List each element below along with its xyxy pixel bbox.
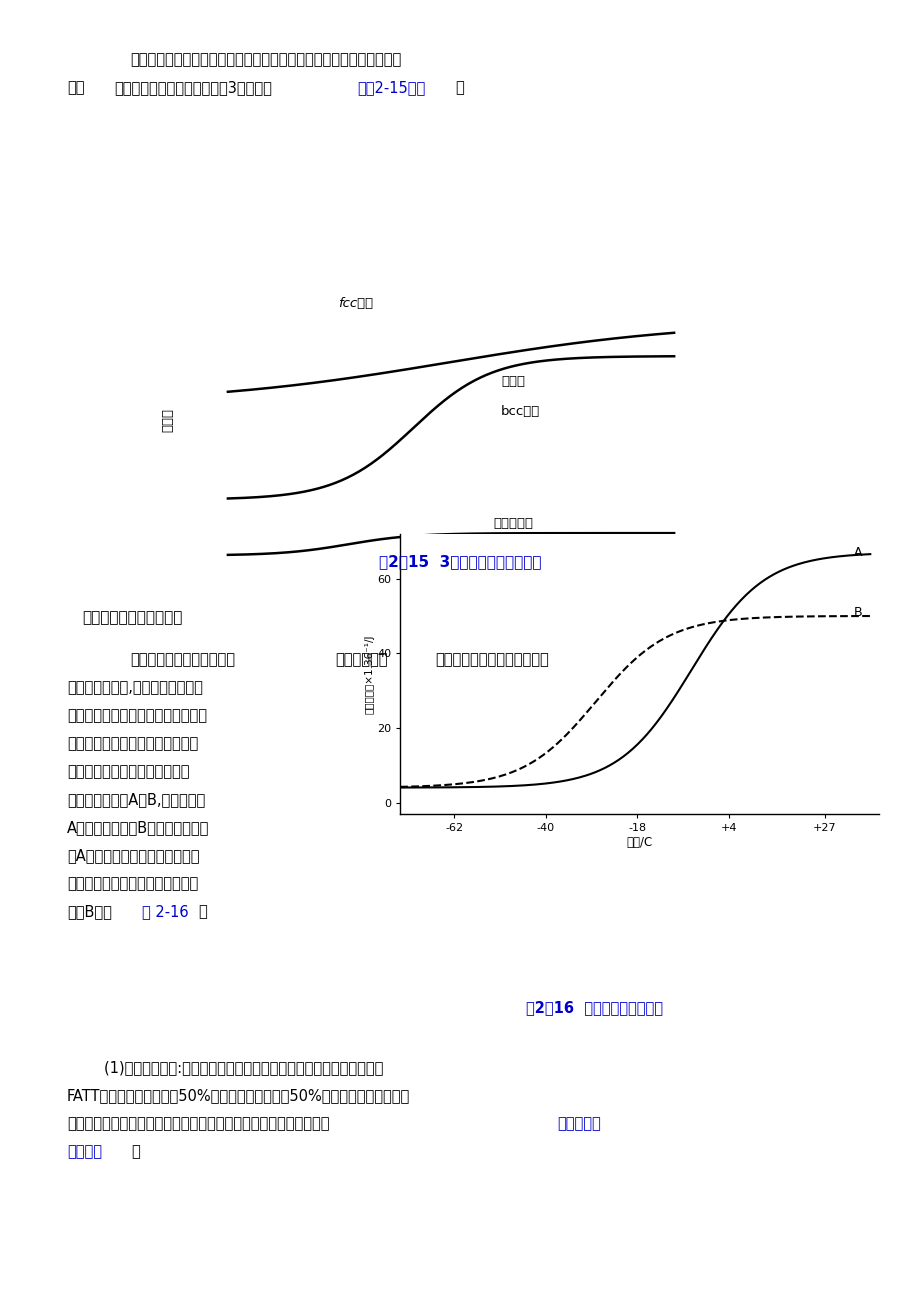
Text: 温度: 温度 xyxy=(440,602,456,615)
Text: 标准的。和静拉伸断口一样，冲击试样断口一般也存在三个区域，见: 标准的。和静拉伸断口一样，冲击试样断口一般也存在三个区域，见 xyxy=(67,1116,329,1131)
Text: 性破坏。在冷脆转化温度的确定标准: 性破坏。在冷脆转化温度的确定标准 xyxy=(67,708,207,723)
Text: 高强度材料: 高强度材料 xyxy=(494,517,533,530)
Text: (1)断口形貌特征:在这种类型时，使用得最多的称为断口形貌转化温度: (1)断口形貌特征:在这种类型时，使用得最多的称为断口形貌转化温度 xyxy=(67,1060,383,1075)
Text: 冲击值: 冲击值 xyxy=(161,408,174,432)
Text: 如，有两种材料A和B,在室温以上: 如，有两种材料A和B,在室温以上 xyxy=(67,792,205,807)
Text: 时A的冲击韧性就急剧下降了，如: 时A的冲击韧性就急剧下降了，如 xyxy=(67,848,199,863)
Text: 还处于弹性范围,材料就不会发生脆: 还处于弹性范围,材料就不会发生脆 xyxy=(67,680,203,695)
Text: 工程上希望确定一个材料的: 工程上希望确定一个材料的 xyxy=(130,652,234,667)
Text: 口形貌图: 口形貌图 xyxy=(67,1144,102,1159)
Text: 如图2-15所示: 如图2-15所示 xyxy=(357,79,425,95)
Text: 低强度: 低强度 xyxy=(501,375,525,388)
Text: 转化温度的高低来选择材料。例: 转化温度的高低来选择材料。例 xyxy=(67,764,189,779)
Text: bcc材料: bcc材料 xyxy=(501,405,539,418)
Text: 。: 。 xyxy=(130,1144,140,1159)
Text: fcc材料: fcc材料 xyxy=(338,297,373,310)
Text: 。: 。 xyxy=(455,79,463,95)
Text: 三．冷脆转化温度的评定: 三．冷脆转化温度的评定 xyxy=(82,611,182,625)
Text: 冲击试样断: 冲击试样断 xyxy=(556,1116,600,1131)
Text: 图2－15  3类不同冷脆倾向的材料: 图2－15 3类不同冷脆倾向的材料 xyxy=(379,553,540,569)
Y-axis label: 吸收的能量×1.36⁻¹/J: 吸收的能量×1.36⁻¹/J xyxy=(364,634,374,713)
Text: 材料B，见: 材料B，见 xyxy=(67,904,112,919)
Text: A: A xyxy=(853,546,861,559)
Text: 图 2-16: 图 2-16 xyxy=(142,904,188,919)
X-axis label: 温度/C: 温度/C xyxy=(626,836,652,849)
Text: 一旦建立之后，实际上是按照冷脆: 一旦建立之后，实际上是按照冷脆 xyxy=(67,736,198,751)
Text: 。可将材料的冷脆倾向归结为3种类型，: 。可将材料的冷脆倾向归结为3种类型， xyxy=(114,79,272,95)
Text: 。: 。 xyxy=(198,904,207,919)
Text: FATT，是根据断口上出现50%纤维状的韧性断口和50%结晶状态的脆性断口作: FATT，是根据断口上出现50%纤维状的韧性断口和50%结晶状态的脆性断口作 xyxy=(67,1088,410,1103)
Text: 图2－16  按冷脆转化温度选材: 图2－16 按冷脆转化温度选材 xyxy=(526,1000,663,1016)
Text: 冷脆转化温度: 冷脆转化温度 xyxy=(335,652,387,667)
Text: ，在此温度以上只要名义应力: ，在此温度以上只要名义应力 xyxy=(435,652,548,667)
Text: 冷脆: 冷脆 xyxy=(67,79,85,95)
Text: A的冲击韧性高于B，但当温度降低: A的冲击韧性高于B，但当温度降低 xyxy=(67,820,210,835)
Text: B: B xyxy=(853,605,861,618)
Text: 材料因温度的降低导致冲击韧性的急剧下降并引起脆性破坏的现象叫作: 材料因温度的降低导致冲击韧性的急剧下降并引起脆性破坏的现象叫作 xyxy=(130,52,401,66)
Text: 按冷脆转化温度来选择材料时应选: 按冷脆转化温度来选择材料时应选 xyxy=(67,876,198,891)
